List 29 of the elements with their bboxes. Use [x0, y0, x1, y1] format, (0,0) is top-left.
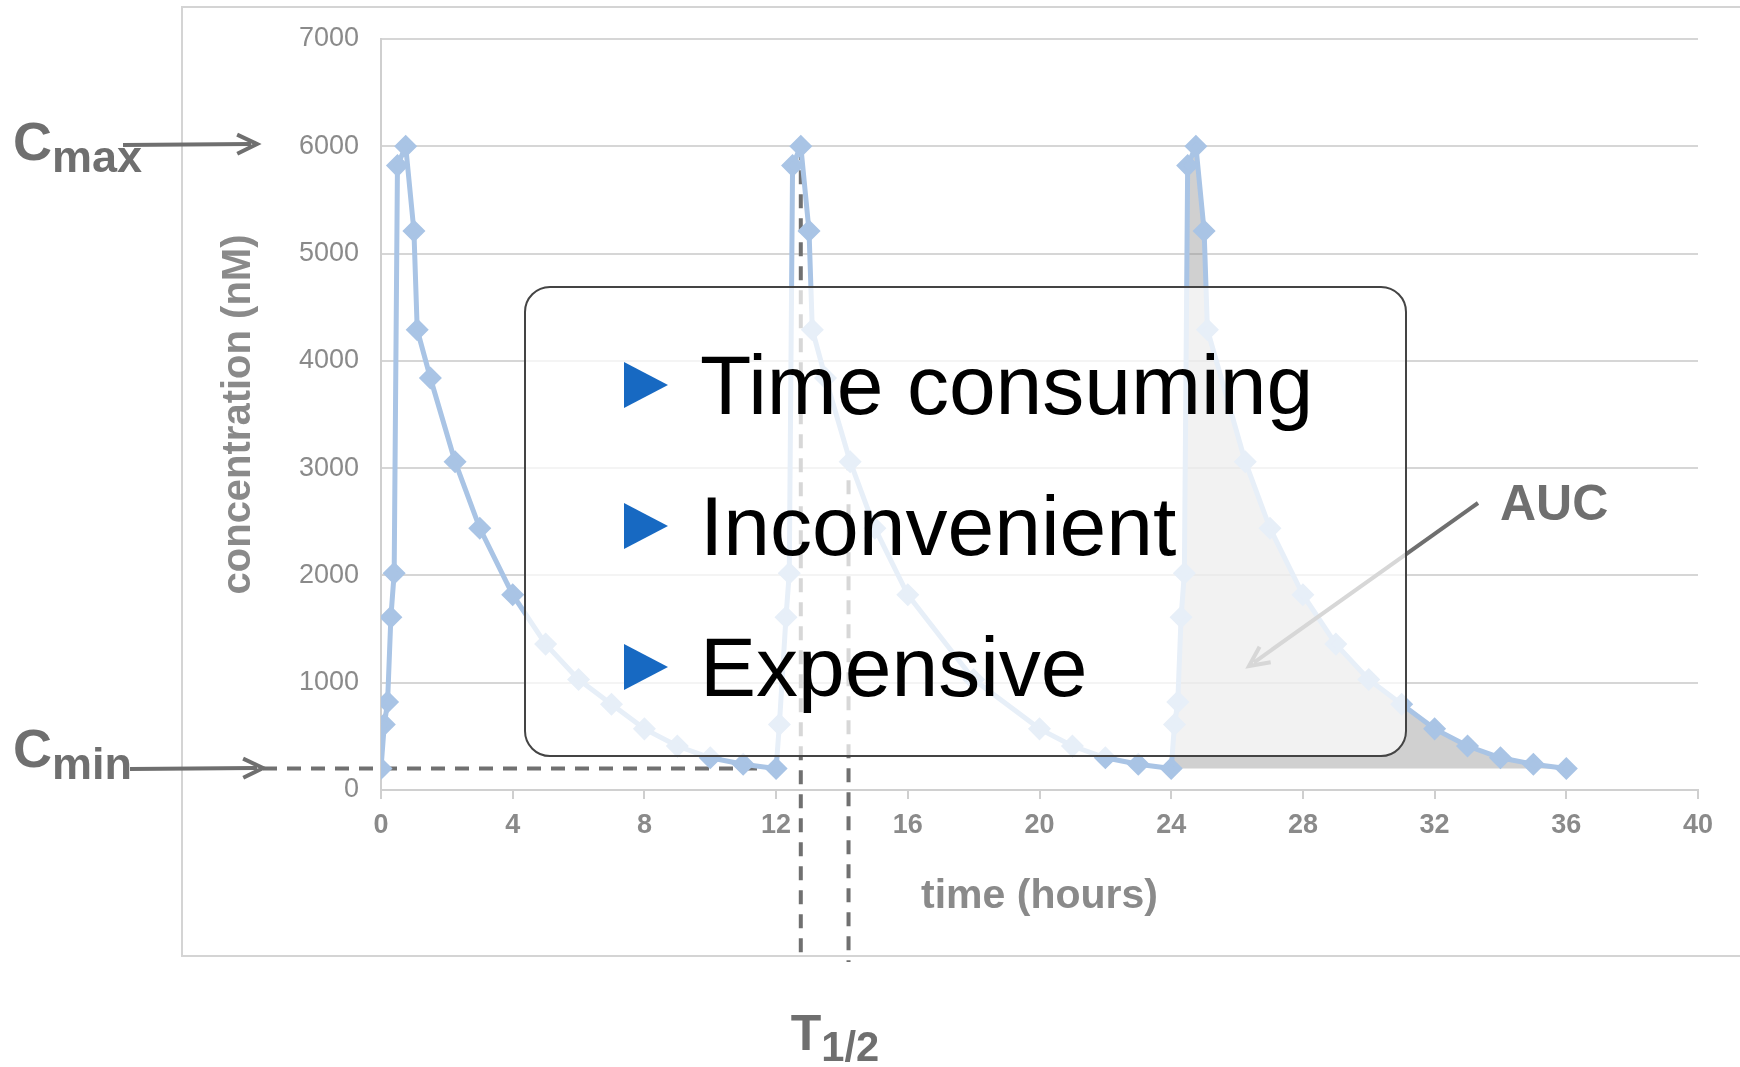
- annotation: Time consuming: [700, 336, 1314, 434]
- text: C$_{max}$: [13, 111, 143, 182]
- y-axis-title: concentration (nM): [214, 234, 259, 595]
- ref-line-label: C$_{min}$: [13, 717, 133, 789]
- annotation: Inconvenient: [700, 477, 1177, 575]
- y-tick-label: 0: [343, 773, 359, 804]
- y-tick-label: 2000: [298, 558, 359, 589]
- y-tick-label: 5000: [298, 237, 359, 268]
- y-tick-label: 7000: [298, 22, 359, 53]
- x-tick-label: 24: [1156, 808, 1187, 839]
- text-box: Time consuming Inconvenient Expensive: [524, 286, 1407, 757]
- band-label: AUC: [1500, 475, 1609, 531]
- y-tick-label: 4000: [298, 344, 359, 375]
- x-tick-label: 40: [1682, 808, 1714, 839]
- x-tick-label: 12: [761, 808, 792, 839]
- y-tick-label: 6000: [298, 129, 359, 160]
- y-tick-label: 1000: [298, 666, 359, 697]
- x-tick-label: 20: [1024, 808, 1055, 839]
- y-tick-label: 3000: [298, 451, 359, 482]
- x-tick-label: 8: [636, 808, 652, 839]
- annotation: Expensive: [700, 618, 1088, 716]
- x-tick-label: 16: [892, 808, 923, 839]
- ref-line-label: T$_{1/2}$: [790, 1005, 880, 1067]
- x-tick-label: 36: [1551, 808, 1582, 839]
- x-tick-label: 0: [373, 808, 389, 839]
- x-tick-label: 4: [505, 808, 521, 839]
- x-tick-label: 28: [1287, 808, 1318, 839]
- x-axis-title: time (hours): [921, 870, 1158, 917]
- x-tick-label: 32: [1419, 808, 1450, 839]
